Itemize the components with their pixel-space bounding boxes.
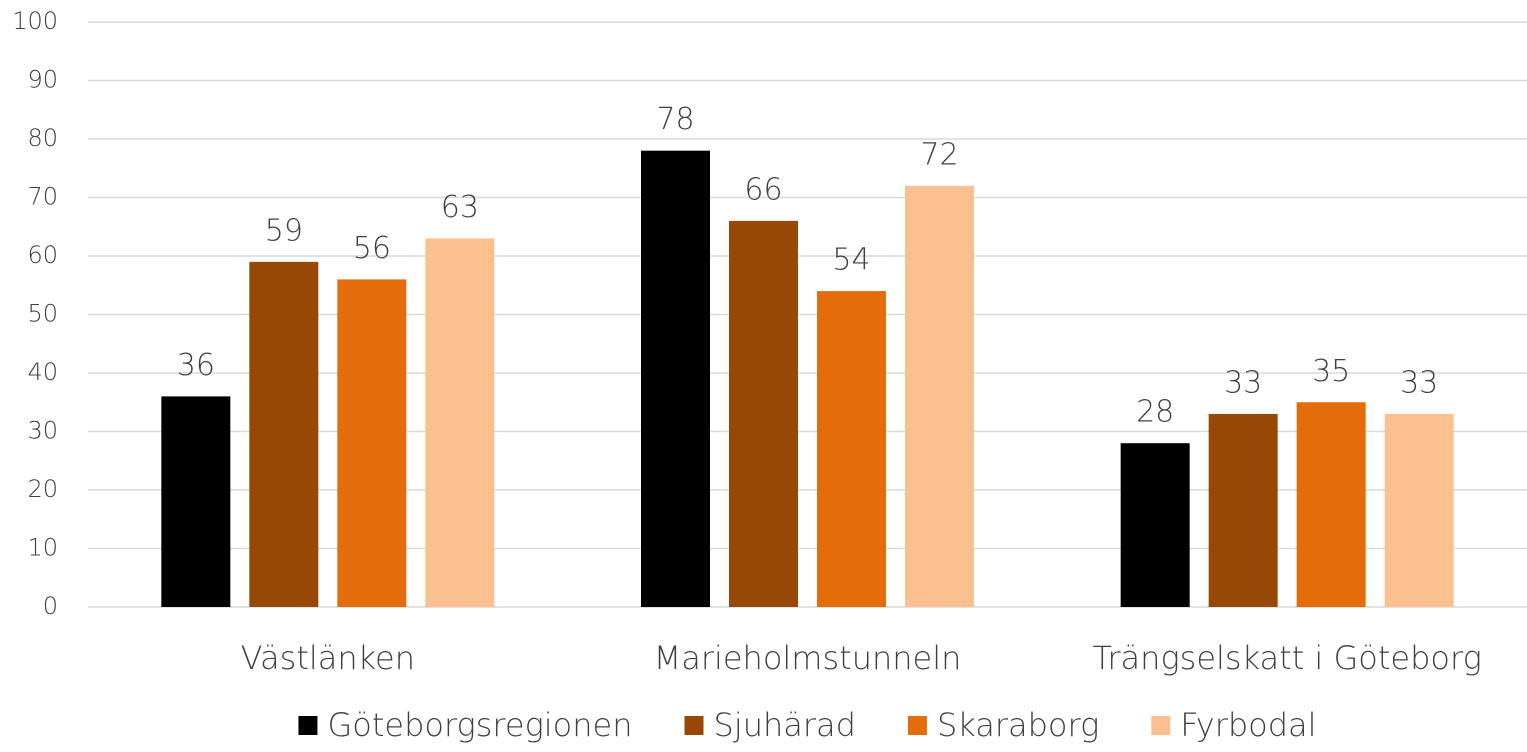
y-tick-label: 50 xyxy=(27,300,58,328)
x-tick-label: Marieholmstunneln xyxy=(654,639,962,677)
data-label: 33 xyxy=(1224,365,1262,400)
y-tick-label: 70 xyxy=(27,183,58,211)
data-label: 28 xyxy=(1136,395,1174,430)
y-tick-label: 60 xyxy=(27,241,58,269)
bar xyxy=(425,238,495,607)
x-tick-label: Västlänken xyxy=(241,639,415,677)
y-tick-label: 100 xyxy=(12,7,58,35)
y-tick-label: 30 xyxy=(27,417,58,445)
data-label: 78 xyxy=(656,102,694,137)
bar xyxy=(249,261,319,607)
bar xyxy=(817,291,886,607)
bar xyxy=(729,220,798,607)
data-label: 54 xyxy=(832,243,870,278)
data-label: 72 xyxy=(920,137,958,172)
bar xyxy=(161,396,231,607)
bar xyxy=(905,185,974,608)
bar xyxy=(1208,413,1278,607)
data-label: 36 xyxy=(177,348,215,383)
data-label: 33 xyxy=(1400,365,1438,400)
bar xyxy=(1120,443,1190,607)
bar xyxy=(641,150,710,607)
bar xyxy=(1384,413,1454,607)
legend-swatch xyxy=(1151,716,1171,735)
y-tick-label: 40 xyxy=(27,358,58,386)
legend-swatch xyxy=(298,716,318,735)
y-tick-label: 20 xyxy=(27,475,58,503)
bar xyxy=(337,279,407,607)
legend-label: Göteborgsregionen xyxy=(327,706,632,744)
x-tick-label: Trängselskatt i Göteborg xyxy=(1093,639,1482,677)
legend-label: Fyrbodal xyxy=(1180,706,1316,744)
legend-label: Skaraborg xyxy=(937,706,1099,744)
data-label: 59 xyxy=(265,213,303,248)
data-label: 66 xyxy=(744,172,782,207)
data-label: 35 xyxy=(1312,354,1350,389)
legend-swatch xyxy=(684,716,704,735)
y-tick-label: 10 xyxy=(27,534,58,562)
data-label: 63 xyxy=(441,190,479,225)
y-tick-label: 0 xyxy=(43,592,58,620)
data-label: 56 xyxy=(353,231,391,266)
y-tick-label: 80 xyxy=(27,124,58,152)
y-tick-label: 90 xyxy=(27,66,58,94)
legend-swatch xyxy=(907,716,927,735)
legend-label: Sjuhärad xyxy=(713,706,855,744)
bar xyxy=(1296,402,1366,607)
